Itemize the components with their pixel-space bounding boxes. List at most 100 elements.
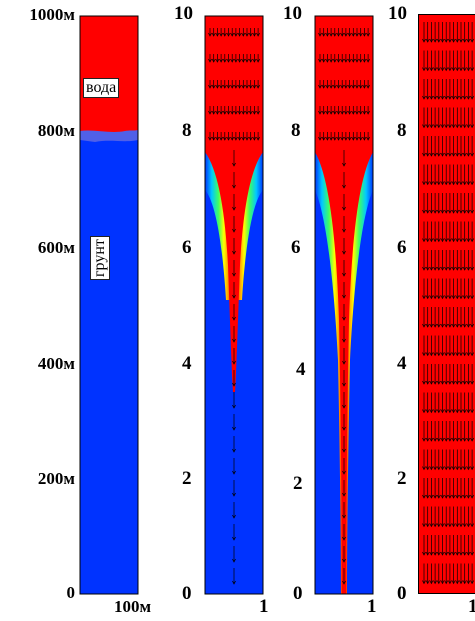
stage-2-arrow-head: [321, 58, 326, 63]
stage-2-arrow-head: [336, 32, 341, 37]
stage-1-arrow-head: [252, 32, 257, 37]
stage-1-arrow-head: [256, 58, 261, 63]
stage-3-arrow-head: [440, 352, 445, 357]
stage-3-arrow-head: [422, 266, 426, 271]
stage-3-arrow-head: [425, 181, 430, 186]
column-panel: [79, 15, 139, 595]
stage-3-arrow-head: [429, 95, 434, 100]
stage-3-arrow-head: [444, 494, 449, 499]
stage-1-axis-arrow-head: [232, 536, 236, 541]
stage-3-arrow-head: [425, 380, 430, 385]
stage-2-axis-arrow-head: [342, 404, 346, 409]
stage-3-arrow-head: [425, 551, 430, 556]
stage-3-arrow-head: [447, 181, 452, 186]
stage-2-axis-arrow-head: [342, 580, 346, 585]
stage-3-arrow-head: [422, 352, 426, 357]
stage-3-arrow-head: [444, 38, 449, 43]
stage-3-arrow-head: [422, 380, 426, 385]
stage-3-arrow-head: [451, 323, 456, 328]
stage-3-arrow-head: [429, 67, 434, 72]
stage-1-axis-arrow-head: [232, 294, 236, 299]
stage-3-arrow-head: [425, 494, 430, 499]
stage-3-arrow-head: [470, 152, 475, 157]
stage-2-arrow-head: [318, 58, 322, 63]
stage-3-ytick-4: 4: [397, 353, 407, 374]
stage-3-arrow-head: [422, 523, 426, 528]
stage-3-arrow-head: [444, 437, 449, 442]
stage-3-arrow-head: [466, 181, 471, 186]
stage-3-arrow-head: [436, 409, 441, 414]
stage-1-axis-arrow-head: [232, 426, 236, 431]
stage-3-arrow-head: [459, 124, 463, 129]
stage-1-arrow-head: [241, 84, 246, 89]
stage-3-arrow-head: [451, 466, 456, 471]
stage-2-axis-arrow-head: [342, 558, 346, 563]
stage-3-arrow-head: [433, 67, 438, 72]
stage-1-arrow-head: [241, 110, 246, 115]
stage-3-arrow-head: [466, 580, 471, 585]
stage-3-arrow-head: [433, 494, 438, 499]
stage-3-ytick-6: 6: [397, 237, 407, 258]
stage-3-arrow-head: [440, 38, 445, 43]
stage-3-arrow-head: [444, 352, 449, 357]
stage-2-arrow-head: [329, 58, 334, 63]
stage-1-arrow-head: [248, 58, 253, 63]
stage-3-arrow-head: [440, 437, 445, 442]
stage-2-arrow-head: [358, 136, 363, 141]
stage-3-arrow-head: [422, 551, 426, 556]
stage-1-arrow-head: [252, 84, 257, 89]
stage-1-arrow-head: [233, 136, 238, 141]
stage-2-frame: [314, 15, 374, 595]
stage-2-arrow-head: [366, 110, 371, 115]
stage-2-arrow-head: [325, 58, 330, 63]
stage-3-arrow-head: [455, 580, 460, 585]
stage-1-arrow-head: [208, 84, 212, 89]
stage-2-axis-arrow-head: [342, 316, 346, 321]
stage-3-arrow-head: [466, 266, 471, 271]
stage-1-arrow-head: [252, 110, 257, 115]
stage-1-arrow-head: [219, 110, 224, 115]
stage-2-axis-arrow-head: [342, 470, 346, 475]
stage-3-arrow-head: [433, 551, 438, 556]
stage-1-arrow-head: [215, 32, 220, 37]
stage-2-arrow-head: [362, 32, 367, 37]
stage-3-arrow-head: [444, 95, 449, 100]
stage-1-arrow-head: [252, 58, 257, 63]
stage-1-arrow-head: [226, 32, 231, 37]
stage-3-arrow-head: [462, 409, 467, 414]
stage-1-axis-arrow-head: [232, 272, 236, 277]
stage-3-arrow-head: [455, 380, 460, 385]
stage-3-arrow-head: [436, 38, 441, 43]
stage-3-arrow-head: [455, 466, 460, 471]
stage-1-arrow-head: [248, 110, 253, 115]
stage-3-arrow-head: [429, 437, 434, 442]
stage-3-arrow-head: [459, 238, 463, 243]
stage-3-arrow-head: [447, 352, 452, 357]
stage-3-arrow-head: [425, 38, 430, 43]
stage-2-arrow-head: [332, 136, 337, 141]
stage-3-arrow-head: [462, 209, 467, 214]
stage-3-arrow-head: [447, 409, 452, 414]
stage-3-ytick-8: 8: [397, 120, 407, 141]
stage-1-arrow-head: [211, 110, 216, 115]
stage-2-arrow-head: [336, 84, 341, 89]
stage-3-arrow-head: [440, 466, 445, 471]
stage-3-arrow-head: [470, 266, 475, 271]
stage-2-arrow-head: [321, 84, 326, 89]
stage-3-arrow-head: [459, 466, 463, 471]
stage-3-arrow-head: [470, 323, 475, 328]
stage-3-arrow-head: [429, 181, 434, 186]
stage-1-frame: [204, 15, 264, 595]
stage-3-arrow-head: [425, 466, 430, 471]
stage-3-arrow-head: [425, 238, 430, 243]
stage-3-arrow-head: [466, 494, 471, 499]
stage-3-arrow-head: [444, 466, 449, 471]
stage-3-arrow-head: [462, 124, 467, 129]
stage-3-arrow-head: [470, 523, 475, 528]
stage-3-arrow-head: [466, 152, 471, 157]
stage-2-arrow-head: [355, 84, 359, 89]
stage-3-arrow-head: [444, 67, 449, 72]
stage-1-arrow-head: [241, 58, 246, 63]
stage-2-arrow-head: [351, 110, 356, 115]
